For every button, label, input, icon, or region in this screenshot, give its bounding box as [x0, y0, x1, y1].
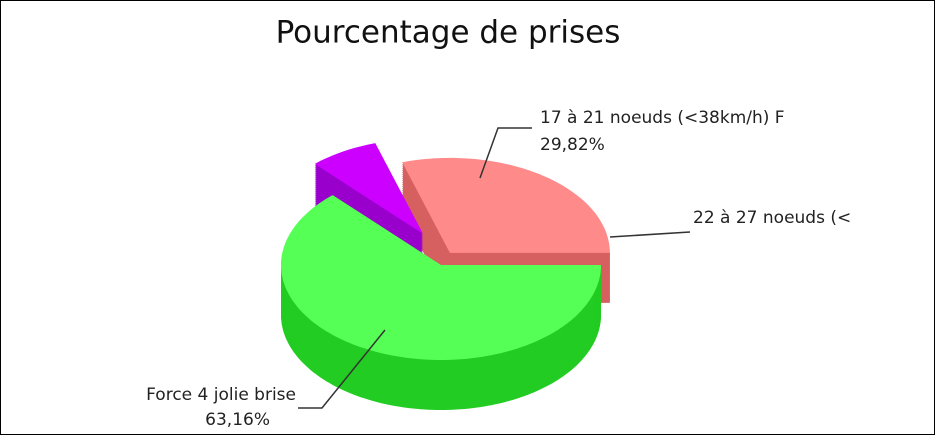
slice-top — [281, 195, 601, 360]
slice-label: 17 à 21 noeuds (<38km/h) F — [540, 108, 785, 128]
slice-top — [314, 143, 423, 234]
leader-line — [609, 231, 691, 238]
slice-label: 22 à 27 noeuds (< — [693, 208, 851, 228]
slice-value-label: 63,16% — [205, 410, 270, 430]
slice-value-label: 29,82% — [540, 135, 605, 155]
leader-line — [298, 329, 386, 409]
slice-label: Force 4 jolie brise — [146, 385, 296, 405]
leader-line — [479, 127, 532, 179]
slice — [281, 195, 601, 410]
slice-top — [402, 157, 610, 253]
chart-title: Pourcentage de prises — [276, 15, 621, 51]
